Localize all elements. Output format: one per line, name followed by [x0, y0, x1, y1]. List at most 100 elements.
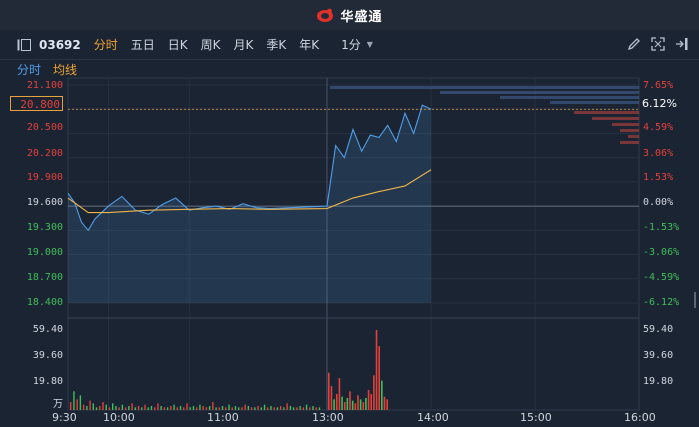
volume-bar	[112, 403, 114, 410]
volume-bar	[365, 398, 367, 410]
tab-weekly-k[interactable]: 周K	[200, 38, 221, 52]
volume-bar	[241, 407, 243, 410]
volume-bar	[144, 404, 146, 410]
tab-five-day[interactable]: 五日	[130, 38, 155, 52]
volume-bar	[218, 407, 221, 410]
current-percent-tag: 6.12%	[640, 96, 677, 111]
volume-bar	[333, 399, 335, 410]
time-tick-label: 15:00	[520, 411, 552, 424]
volume-bar	[359, 399, 362, 410]
volume-bar	[173, 404, 175, 410]
brand-name: 华盛通	[340, 9, 383, 25]
tab-monthly-k[interactable]: 月K	[233, 38, 254, 52]
volume-bar	[186, 403, 188, 410]
brand-logo-icon	[317, 8, 334, 22]
volume-bar	[302, 407, 305, 410]
panel-toggle-icon[interactable]	[17, 38, 31, 51]
volume-tick-label: 19.80	[643, 376, 674, 387]
volume-bar	[280, 406, 282, 410]
volume-bar	[166, 407, 169, 410]
tab-intraday[interactable]: 分时	[93, 38, 118, 52]
volume-bar	[160, 406, 162, 410]
draw-pen-icon[interactable]	[627, 37, 641, 51]
current-price-tag: 20.800	[10, 96, 63, 111]
title-bar: 华盛通	[0, 0, 699, 30]
depth-bar-ask	[440, 91, 639, 94]
volume-bar	[299, 406, 301, 410]
volume-bar	[349, 391, 351, 410]
volume-bar	[373, 375, 375, 410]
price-tick-label: 18.400	[26, 297, 63, 308]
volume-bar	[276, 407, 279, 410]
percent-tick-label: -3.06%	[643, 247, 680, 258]
volume-bar	[263, 404, 266, 410]
volume-bar	[121, 404, 124, 410]
volume-bar	[134, 407, 137, 410]
price-area	[68, 105, 431, 304]
volume-bar	[270, 406, 272, 410]
volume-bar	[124, 407, 127, 410]
volume-bar	[89, 400, 91, 410]
volume-bar	[205, 407, 208, 410]
depth-bar-bid	[620, 129, 639, 132]
fullscreen-icon[interactable]	[651, 37, 665, 51]
percent-tick-label: 4.59%	[643, 122, 674, 133]
volume-bar	[163, 407, 166, 410]
subtab-intraday[interactable]: 分时	[17, 63, 42, 77]
volume-bar	[102, 402, 104, 410]
volume-bar	[267, 407, 269, 410]
volume-bar	[179, 406, 182, 410]
price-tick-label: 20.500	[26, 122, 63, 133]
interval-label: 1分	[341, 38, 361, 52]
price-tick-label: 20.200	[26, 148, 63, 159]
volume-bar	[118, 407, 120, 410]
volume-bar	[328, 372, 330, 410]
volume-bar	[343, 402, 346, 410]
volume-bar	[170, 406, 172, 410]
volume-bar	[247, 406, 250, 410]
volume-bar	[92, 403, 95, 410]
average-line	[67, 169, 432, 214]
scrollbar[interactable]	[694, 292, 696, 308]
volume-bar	[315, 407, 317, 410]
volume-bar	[228, 404, 230, 410]
volume-bar	[192, 406, 195, 410]
volume-bar	[215, 407, 217, 410]
volume-bar	[375, 330, 378, 410]
volume-bar	[330, 386, 333, 410]
price-tick-label: 19.900	[26, 172, 63, 183]
tab-yearly-k[interactable]: 年K	[299, 38, 320, 52]
volume-bar	[208, 406, 211, 410]
volume-bar	[73, 391, 75, 410]
subtab-average-line[interactable]: 均线	[53, 63, 78, 77]
price-tick-label: 18.700	[26, 272, 63, 283]
volume-bar	[341, 396, 343, 410]
volume-bar	[362, 402, 365, 410]
volume-bar	[296, 407, 298, 410]
volume-bar	[335, 394, 338, 410]
volume-bar	[292, 407, 295, 410]
volume-bar	[176, 407, 179, 410]
depth-bar-bid	[574, 111, 639, 114]
interval-dropdown[interactable]: 1分 ▼	[341, 36, 373, 53]
chart-frame	[67, 77, 640, 411]
volume-bar	[189, 407, 191, 410]
volume-bar	[115, 406, 117, 410]
volume-bar	[95, 407, 98, 410]
volume-bar	[147, 407, 149, 410]
volume-bar	[212, 402, 214, 410]
price-tick-label: 19.300	[26, 222, 63, 233]
volume-bar	[199, 404, 201, 410]
tab-daily-k[interactable]: 日K	[167, 38, 188, 52]
volume-bar	[386, 399, 388, 410]
percent-tick-label: 0.00%	[643, 197, 674, 208]
time-tick-label: 10:00	[103, 411, 135, 424]
volume-bar	[354, 403, 357, 410]
volume-bar	[238, 407, 240, 410]
volume-bar	[346, 398, 349, 410]
tab-quarterly-k[interactable]: 季K	[266, 38, 287, 52]
volume-bar	[128, 406, 130, 410]
collapse-panel-icon[interactable]	[675, 37, 689, 51]
volume-tick-label: 39.60	[643, 350, 674, 361]
